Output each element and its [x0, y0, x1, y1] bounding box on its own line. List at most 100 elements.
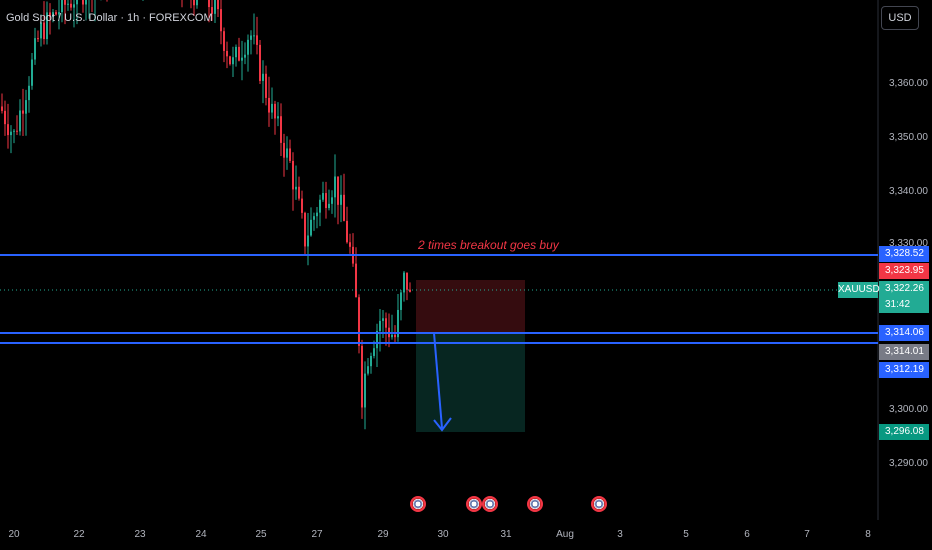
- candle-body: [46, 12, 48, 40]
- candle-body: [247, 39, 249, 55]
- candle-body: [331, 197, 333, 204]
- price-label-countdown: 31:42: [879, 297, 929, 313]
- candle-body: [379, 320, 381, 331]
- us-flag-icon[interactable]: [527, 496, 543, 512]
- candle-body: [19, 110, 21, 132]
- candle-body: [358, 297, 360, 346]
- us-flag-icon[interactable]: [466, 496, 482, 512]
- candle-body: [322, 193, 324, 200]
- x-tick-label: 25: [255, 529, 267, 540]
- candle-body: [16, 130, 18, 132]
- candle-body: [307, 235, 309, 247]
- x-tick-label: 3: [617, 529, 623, 540]
- chart-annotation[interactable]: 2 times breakout goes buy: [418, 238, 559, 252]
- candle-body: [304, 212, 306, 247]
- candle-body: [403, 272, 405, 293]
- candle-body: [250, 35, 252, 40]
- candle-body: [289, 148, 291, 161]
- chart-background: [0, 0, 878, 520]
- price-label-level-b: 3,312.19: [879, 362, 929, 378]
- x-tick-label: 31: [500, 529, 512, 540]
- x-tick-label: Aug: [556, 529, 574, 540]
- candle-body: [49, 12, 51, 18]
- candle-body: [229, 56, 231, 65]
- candle-body: [82, 0, 84, 5]
- down-arrow: [433, 332, 452, 432]
- candle-body: [277, 116, 279, 119]
- candle-body: [265, 73, 267, 98]
- candle-body: [40, 22, 42, 39]
- candle-body: [211, 7, 213, 14]
- x-tick-label: 24: [195, 529, 207, 540]
- candle-body: [256, 35, 258, 45]
- candle-body: [298, 186, 300, 199]
- x-tick-label: 7: [804, 529, 810, 540]
- candle-body: [400, 292, 402, 310]
- candle-body: [64, 0, 66, 5]
- candle-body: [76, 0, 78, 5]
- candle-body: [208, 0, 210, 8]
- us-flag-icon[interactable]: [410, 496, 426, 512]
- candle-body: [10, 131, 12, 136]
- price-label-sell: 3,323.95: [879, 263, 929, 279]
- candle-body: [373, 348, 375, 356]
- candle-body: [226, 50, 228, 57]
- candle-body: [13, 130, 15, 132]
- candle-body: [280, 116, 282, 143]
- candle-body: [292, 160, 294, 190]
- x-tick-label: 20: [8, 529, 20, 540]
- candle-body: [25, 100, 27, 114]
- x-tick-label: 29: [377, 529, 389, 540]
- us-flag-icon[interactable]: [482, 496, 498, 512]
- price-label-level-a: 3,314.06: [879, 325, 929, 341]
- candle-body: [337, 176, 339, 205]
- candle-body: [394, 334, 396, 338]
- candle-body: [295, 186, 297, 190]
- candle-body: [391, 334, 393, 338]
- candle-body: [271, 103, 273, 113]
- currency-button[interactable]: USD: [881, 6, 919, 30]
- candle-body: [316, 212, 318, 217]
- candle-body: [22, 110, 24, 114]
- symbol-label: XAUUSD: [838, 282, 880, 298]
- candle-body: [31, 59, 33, 86]
- candle-body: [1, 106, 3, 111]
- candle-body: [406, 272, 408, 290]
- us-flag-icon[interactable]: [591, 496, 607, 512]
- candle-body: [286, 148, 288, 158]
- candle-body: [376, 330, 378, 349]
- candle-body: [361, 345, 363, 408]
- reward-zone: [416, 333, 525, 432]
- candle-body: [241, 57, 243, 61]
- candle-body: [238, 46, 240, 61]
- candlestick-series: [1, 0, 411, 430]
- x-tick-label: 30: [437, 529, 449, 540]
- candle-body: [283, 142, 285, 158]
- candle-body: [274, 103, 276, 119]
- candle-body: [244, 54, 246, 58]
- candle-body: [4, 110, 6, 125]
- y-tick-label: 3,350.00: [889, 132, 928, 143]
- chart-title: Gold Spot / U.S. Dollar · 1h · FOREXCOM: [6, 12, 213, 24]
- candle-body: [370, 355, 372, 367]
- candle-body: [334, 176, 336, 198]
- y-tick-label: 3,340.00: [889, 186, 928, 197]
- candle-body: [52, 12, 54, 18]
- candle-body: [253, 35, 255, 37]
- candle-body: [346, 220, 348, 243]
- candle-body: [214, 0, 216, 14]
- candle-body: [301, 198, 303, 213]
- candle-body: [7, 124, 9, 136]
- x-tick-label: 23: [134, 529, 146, 540]
- candle-body: [67, 3, 69, 5]
- price-label-target: 3,296.08: [879, 424, 929, 440]
- candle-body: [313, 216, 315, 220]
- candle-body: [217, 0, 219, 10]
- candle-body: [196, 0, 198, 6]
- candle-body: [223, 31, 225, 51]
- price-label-buy: 3,314.01: [879, 344, 929, 360]
- candle-body: [262, 73, 264, 81]
- candle-body: [37, 38, 39, 40]
- price-label-last: 3,322.26: [879, 281, 929, 297]
